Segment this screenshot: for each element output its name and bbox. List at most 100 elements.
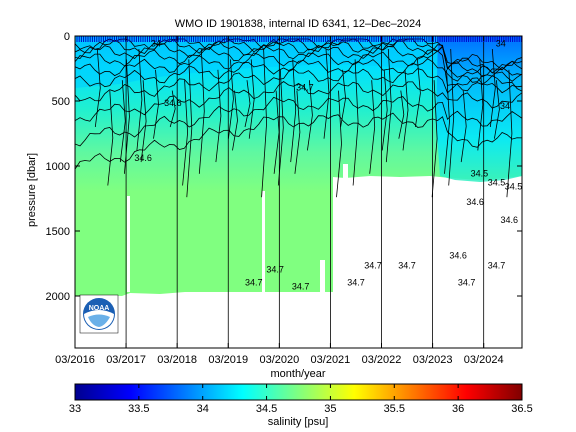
profile-wiggle [506, 69, 513, 198]
colorbar-tick-label: 35.5 [384, 403, 405, 415]
isohaline-contour [75, 112, 522, 170]
contour-label: 34.7 [292, 282, 310, 292]
contour-label: 34 [496, 38, 506, 48]
isohaline-contour [75, 44, 522, 83]
colorbar-tick-label: 34 [197, 403, 209, 415]
plot-area: 34.734.7 34.7 34.734.7 34.734.634.734.734.6… [75, 36, 522, 348]
profile-wiggle [369, 80, 376, 174]
noaa-logo: NOAA [79, 294, 119, 334]
profile-wiggle [323, 48, 330, 139]
contour-label: 34.7 [458, 278, 476, 288]
contour-label: 34.7 [245, 278, 263, 288]
profile-wiggle [215, 69, 222, 163]
profile-wiggle [415, 59, 421, 128]
contour-label: 34.6 [500, 215, 518, 225]
contour-label: 34.6 [466, 197, 484, 207]
profile-wiggle [290, 59, 297, 163]
profile-wiggle [352, 59, 359, 186]
contour-label: 34.5 [471, 168, 489, 178]
contour-label: 34.6 [164, 98, 182, 108]
profile-wiggle [153, 69, 159, 139]
contour-label: 34.5 [488, 178, 506, 188]
contour-label: 34.7 [488, 261, 506, 271]
x-tick-label: 03/2020 [259, 354, 299, 366]
profile-wiggle [460, 90, 467, 163]
profile-wiggle [198, 48, 205, 174]
y-axis: 0 500 1000 1500 2000 [46, 31, 522, 303]
x-axis: 03/2016 03/2017 03/2018 03/2019 03/2020 03/20… [55, 36, 504, 366]
x-tick-label: 03/2018 [157, 354, 197, 366]
profile-wiggle [448, 48, 455, 186]
contour-label: 34.7 [347, 278, 365, 288]
data-gap-2 [262, 191, 265, 292]
profile-wiggle [398, 90, 405, 139]
plot-frame [74, 35, 523, 349]
contour-lines [75, 38, 522, 198]
contour-label: 34.6 [449, 250, 467, 260]
colorbar-tick-label: 36 [452, 403, 464, 415]
x-axis-label: month/year [270, 368, 325, 380]
contour-label: 34 [151, 38, 161, 48]
contour-label: 34.6 [134, 153, 152, 163]
profile-lines [125, 36, 485, 348]
colorbar-ticks: 33 33.5 34 34.5 35 35.5 36 36.5 [69, 384, 533, 415]
profile-wiggle [228, 59, 234, 139]
colorbar [74, 383, 523, 401]
contour-label: 34.7 [266, 265, 284, 275]
profile-wiggle [248, 59, 255, 139]
x-tick-label: 03/2019 [208, 354, 248, 366]
profile-wiggle [107, 90, 114, 186]
profile-wiggle [431, 80, 438, 198]
colorbar-tick-label: 36.5 [511, 403, 532, 415]
y-axis-label: pressure [dbar] [26, 153, 38, 227]
x-tick-label: 03/2017 [106, 354, 146, 366]
data-gap-3 [320, 260, 325, 292]
x-tick-label: 03/2024 [464, 354, 504, 366]
profile-wiggle [385, 48, 392, 163]
y-tick-label: 0 [64, 31, 70, 43]
profile-wiggle [477, 59, 484, 151]
profile-wiggle [119, 80, 126, 163]
profile-wiggle [232, 90, 238, 151]
isohaline-contour [75, 81, 522, 122]
profile-wiggle [261, 48, 268, 198]
contour-label: 34.5 [505, 181, 523, 191]
profile-wiggle [182, 80, 189, 186]
profile-wiggle [444, 69, 450, 174]
profile-wiggle [381, 69, 388, 151]
x-tick-label: 03/2022 [362, 354, 402, 366]
profile-wiggle [186, 59, 193, 198]
profile-wiggle [169, 90, 176, 128]
colorbar-tick-label: 33.5 [128, 403, 149, 415]
profile-wiggle [340, 69, 347, 128]
colorbar-tick-label: 35 [324, 403, 336, 415]
y-tick-label: 1000 [46, 161, 70, 173]
profile-wiggle [136, 48, 143, 151]
y-tick-label: 1500 [46, 226, 70, 238]
contour-label: 34.7 [398, 261, 416, 271]
x-tick-label: 03/2021 [311, 354, 351, 366]
profile-wiggle [277, 69, 284, 186]
data-gap-1 [127, 196, 130, 292]
profile-wiggle [489, 48, 496, 128]
profile-wiggle [140, 80, 147, 163]
profile-wiggle [294, 90, 301, 174]
noaa-logo-text: NOAA [89, 305, 110, 312]
contour-label: 34.7 [364, 261, 382, 271]
colorbar-tick-label: 34.5 [256, 403, 277, 415]
profile-wiggle [494, 80, 500, 139]
profile-wiggle [244, 80, 251, 128]
isohaline-contour [75, 38, 522, 74]
x-tick-label: 03/2023 [413, 354, 453, 366]
y-tick-label: 500 [52, 96, 70, 108]
profile-wiggle [94, 48, 101, 128]
colorbar-label: salinity [psu] [268, 416, 329, 428]
contour-labels: 34.734.7 34.7 34.734.7 34.734.634.734.734.6… [134, 38, 522, 291]
contour-label: 34 [500, 101, 510, 111]
x-tick-label: 03/2016 [55, 354, 95, 366]
profile-wiggle [402, 69, 409, 151]
profile-wiggle [307, 80, 313, 151]
isohaline-contour [75, 58, 522, 88]
y-tick-label: 2000 [46, 291, 70, 303]
